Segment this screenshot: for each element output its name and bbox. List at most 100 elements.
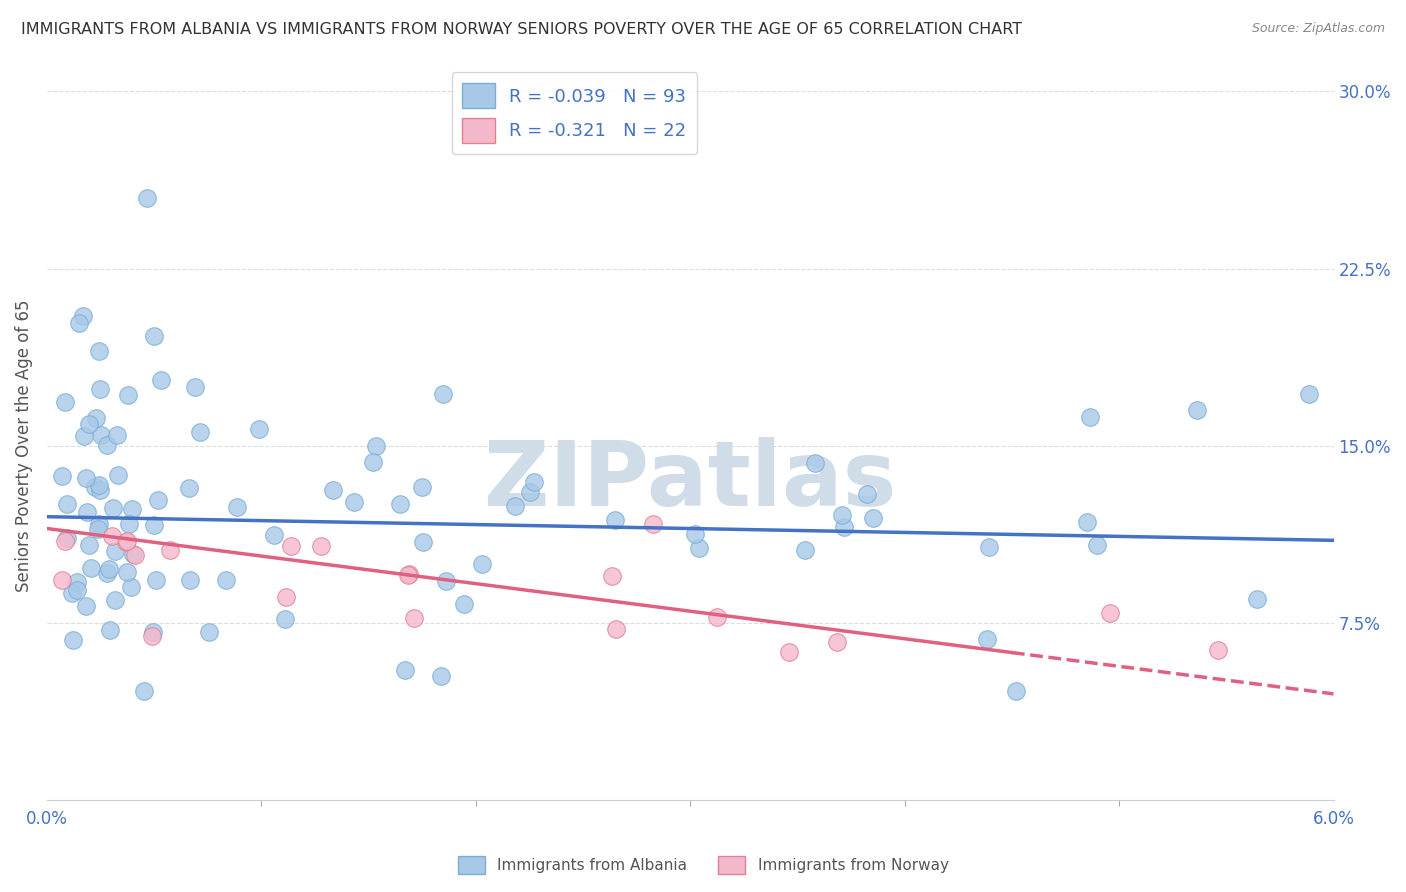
Point — [122, 547, 145, 561]
Point — [276, 590, 298, 604]
Point — [96, 438, 118, 452]
Point — [120, 580, 142, 594]
Point — [643, 517, 665, 532]
Point — [214, 573, 236, 587]
Point — [1246, 591, 1268, 606]
Point — [862, 511, 884, 525]
Point — [98, 623, 121, 637]
Point — [77, 538, 100, 552]
Point — [150, 373, 173, 387]
Point — [188, 425, 211, 439]
Point — [1185, 403, 1208, 417]
Point — [159, 543, 181, 558]
Point — [143, 329, 166, 343]
Text: ZIPatlas: ZIPatlas — [484, 437, 897, 525]
Point — [1076, 515, 1098, 529]
Point — [404, 610, 426, 624]
Point — [107, 468, 129, 483]
Point — [434, 574, 457, 588]
Point — [75, 599, 97, 613]
Point — [523, 475, 546, 490]
Point — [197, 624, 219, 639]
Point — [600, 568, 623, 582]
Point — [53, 533, 76, 548]
Legend: R = -0.039   N = 93, R = -0.321   N = 22: R = -0.039 N = 93, R = -0.321 N = 22 — [451, 72, 697, 154]
Point — [394, 663, 416, 677]
Point — [145, 573, 167, 587]
Point — [56, 531, 79, 545]
Point — [76, 505, 98, 519]
Point — [412, 534, 434, 549]
Point — [177, 481, 200, 495]
Point — [976, 632, 998, 647]
Point — [832, 520, 855, 534]
Point — [101, 529, 124, 543]
Point — [51, 469, 73, 483]
Point — [77, 417, 100, 432]
Y-axis label: Seniors Poverty Over the Age of 65: Seniors Poverty Over the Age of 65 — [15, 300, 32, 592]
Point — [75, 470, 97, 484]
Point — [97, 562, 120, 576]
Point — [804, 456, 827, 470]
Point — [432, 386, 454, 401]
Point — [84, 480, 107, 494]
Point — [60, 586, 83, 600]
Point — [263, 528, 285, 542]
Point — [53, 394, 76, 409]
Point — [118, 517, 141, 532]
Point — [96, 566, 118, 580]
Text: IMMIGRANTS FROM ALBANIA VS IMMIGRANTS FROM NORWAY SENIORS POVERTY OVER THE AGE O: IMMIGRANTS FROM ALBANIA VS IMMIGRANTS FR… — [21, 22, 1022, 37]
Point — [89, 382, 111, 396]
Point — [87, 344, 110, 359]
Point — [103, 544, 125, 558]
Point — [66, 583, 89, 598]
Point — [273, 612, 295, 626]
Point — [1078, 409, 1101, 424]
Point — [51, 573, 73, 587]
Point — [825, 634, 848, 648]
Point — [72, 309, 94, 323]
Point — [471, 557, 494, 571]
Point — [831, 508, 853, 523]
Point — [66, 574, 89, 589]
Point — [115, 534, 138, 549]
Point — [62, 633, 84, 648]
Point — [80, 561, 103, 575]
Point — [361, 455, 384, 469]
Point — [322, 483, 344, 497]
Point — [688, 541, 710, 555]
Point — [343, 495, 366, 509]
Point — [603, 513, 626, 527]
Point — [90, 428, 112, 442]
Point — [605, 623, 627, 637]
Point — [142, 517, 165, 532]
Point — [87, 522, 110, 536]
Point — [309, 539, 332, 553]
Point — [1099, 606, 1122, 620]
Point — [280, 539, 302, 553]
Point — [1085, 537, 1108, 551]
Point — [977, 541, 1000, 555]
Point — [121, 502, 143, 516]
Point — [146, 492, 169, 507]
Point — [1298, 387, 1320, 401]
Point — [855, 487, 877, 501]
Point — [226, 500, 249, 515]
Point — [1206, 643, 1229, 657]
Point — [453, 597, 475, 611]
Point — [115, 566, 138, 580]
Point — [89, 516, 111, 531]
Point — [505, 500, 527, 514]
Point — [396, 568, 419, 582]
Point — [411, 480, 433, 494]
Point — [103, 592, 125, 607]
Point — [430, 669, 453, 683]
Point — [179, 574, 201, 588]
Text: Source: ZipAtlas.com: Source: ZipAtlas.com — [1251, 22, 1385, 36]
Point — [364, 439, 387, 453]
Point — [398, 566, 420, 581]
Point — [247, 422, 270, 436]
Point — [73, 428, 96, 442]
Point — [56, 497, 79, 511]
Point — [134, 683, 156, 698]
